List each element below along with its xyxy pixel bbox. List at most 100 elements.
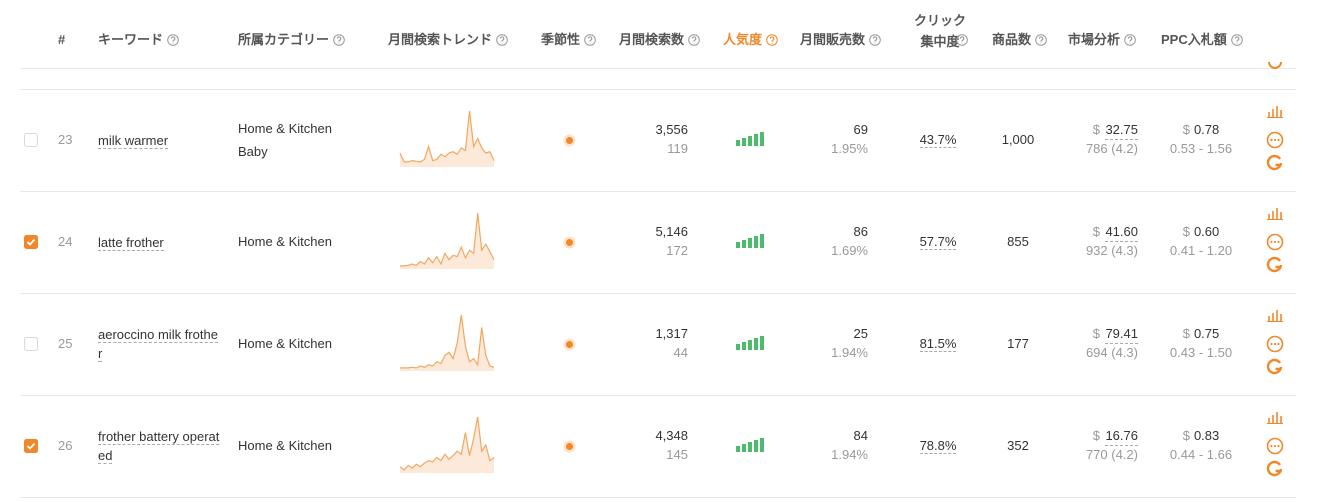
category: Home & Kitchen (238, 120, 332, 136)
more-dot (1273, 342, 1277, 346)
category: Home & Kitchen (238, 336, 332, 351)
help-circle (688, 34, 700, 46)
column-header: クリック 集中度 (914, 13, 967, 49)
click-concentration: 57.7% (919, 234, 957, 250)
checkbox-box (24, 439, 38, 453)
action-icons[interactable] (1266, 206, 1286, 278)
action-icons[interactable] (1266, 104, 1286, 176)
trend-line (400, 314, 495, 369)
ppc-range: 0.43 - 1.50 (1169, 345, 1233, 360)
column-header: PPC入札額 (1161, 32, 1227, 47)
dot (566, 443, 573, 450)
category: Home & Kitchen (238, 438, 332, 453)
category: Home & Kitchen (238, 234, 332, 249)
more-icon (1266, 335, 1284, 353)
trend-area (400, 111, 494, 167)
daily-searches: 119 (667, 141, 688, 156)
checkmark (26, 442, 36, 450)
column-header: 月間検索数 (619, 32, 685, 47)
popularity-bar (736, 140, 740, 146)
column-header: 人気度 (723, 32, 763, 47)
keyword-text[interactable]: milk warmer (98, 132, 169, 149)
product-count: 177 (1007, 336, 1029, 351)
trend-line (399, 416, 495, 471)
column-header: # (58, 32, 66, 47)
google-icon (1266, 460, 1283, 477)
keyword[interactable]: milk warmer (98, 131, 222, 150)
popularity-bar (736, 242, 740, 248)
google-icon (1266, 154, 1283, 171)
category: Baby (238, 143, 268, 159)
sales-rate: 1.94% (831, 447, 868, 462)
action-icons[interactable] (1266, 308, 1286, 380)
row-number: 25 (58, 336, 73, 351)
help-mark (587, 36, 593, 44)
help-circle (167, 34, 179, 46)
reviews: 932 (4.3) (1085, 243, 1138, 258)
click-concentration: 81.5% (919, 336, 957, 352)
column-header: 季節性 (541, 32, 581, 47)
google-icon (1266, 256, 1283, 273)
more-dot (1273, 444, 1277, 448)
popularity-bar (736, 446, 740, 452)
ppc-range: 0.53 - 1.56 (1169, 141, 1233, 156)
keyword-text[interactable]: latte frother (98, 234, 164, 251)
keyword[interactable]: aeroccino milk frother (98, 325, 222, 363)
dot (566, 239, 573, 246)
popularity-bar (754, 236, 758, 248)
more-dot (1270, 342, 1273, 346)
help-icon (1230, 34, 1243, 46)
price: 32.75 (1105, 120, 1138, 140)
ppc-currency: $ (1182, 326, 1190, 341)
popularity-bar (736, 344, 740, 350)
help-circle (869, 34, 881, 46)
popularity-bar (754, 134, 758, 146)
ppc: 0.83 (1193, 428, 1220, 443)
popularity-bar (748, 340, 752, 350)
action-icons[interactable] (1266, 410, 1286, 482)
help-icon (167, 34, 179, 46)
daily-searches: 145 (666, 447, 688, 462)
monthly-sales: 84 (853, 428, 868, 443)
help-circle (1230, 34, 1243, 46)
sales-rate: 1.95% (831, 141, 868, 156)
popularity-bar (754, 440, 758, 452)
row-separator (20, 191, 1296, 192)
monthly-searches: 1,317 (655, 326, 688, 341)
checkbox[interactable] (24, 235, 38, 249)
more-dot (1277, 342, 1280, 346)
checkbox[interactable] (24, 439, 38, 453)
help-icon (956, 34, 968, 46)
help-mark (691, 36, 697, 44)
sales-rate: 1.69% (831, 243, 868, 258)
click-concentration: 43.7% (919, 132, 957, 148)
seasonality-dot (563, 134, 576, 147)
monthly-searches: 4,348 (655, 428, 688, 443)
keyword-text[interactable]: aeroccino milk frother (98, 327, 218, 362)
checkbox[interactable] (24, 133, 38, 147)
popularity-bar (760, 234, 764, 248)
popularity-bar (742, 342, 746, 350)
help-mark (1234, 36, 1240, 44)
help-icon (1035, 34, 1047, 46)
keyword[interactable]: latte frother (98, 233, 222, 252)
column-header: 所属カテゴリー (238, 32, 330, 47)
help-icon (584, 34, 596, 46)
popularity-bar (742, 138, 746, 146)
keyword-text[interactable]: frother battery operated (98, 429, 220, 464)
popularity-bar (748, 136, 752, 146)
dot (566, 341, 573, 348)
help-mark (872, 36, 878, 44)
popularity-bar (760, 336, 764, 350)
product-count: 352 (1007, 438, 1029, 453)
column-header: 月間検索トレンド (388, 32, 493, 47)
more-icon (1266, 131, 1284, 149)
column-header: 商品数 (992, 32, 1032, 47)
popularity-bars (736, 336, 764, 350)
help-circle (584, 34, 596, 46)
more-dot (1277, 240, 1280, 244)
keyword[interactable]: frother battery operated (98, 427, 222, 465)
reviews: 770 (4.2) (1085, 447, 1138, 462)
ppc: 0.78 (1193, 122, 1220, 137)
checkbox[interactable] (24, 337, 38, 351)
